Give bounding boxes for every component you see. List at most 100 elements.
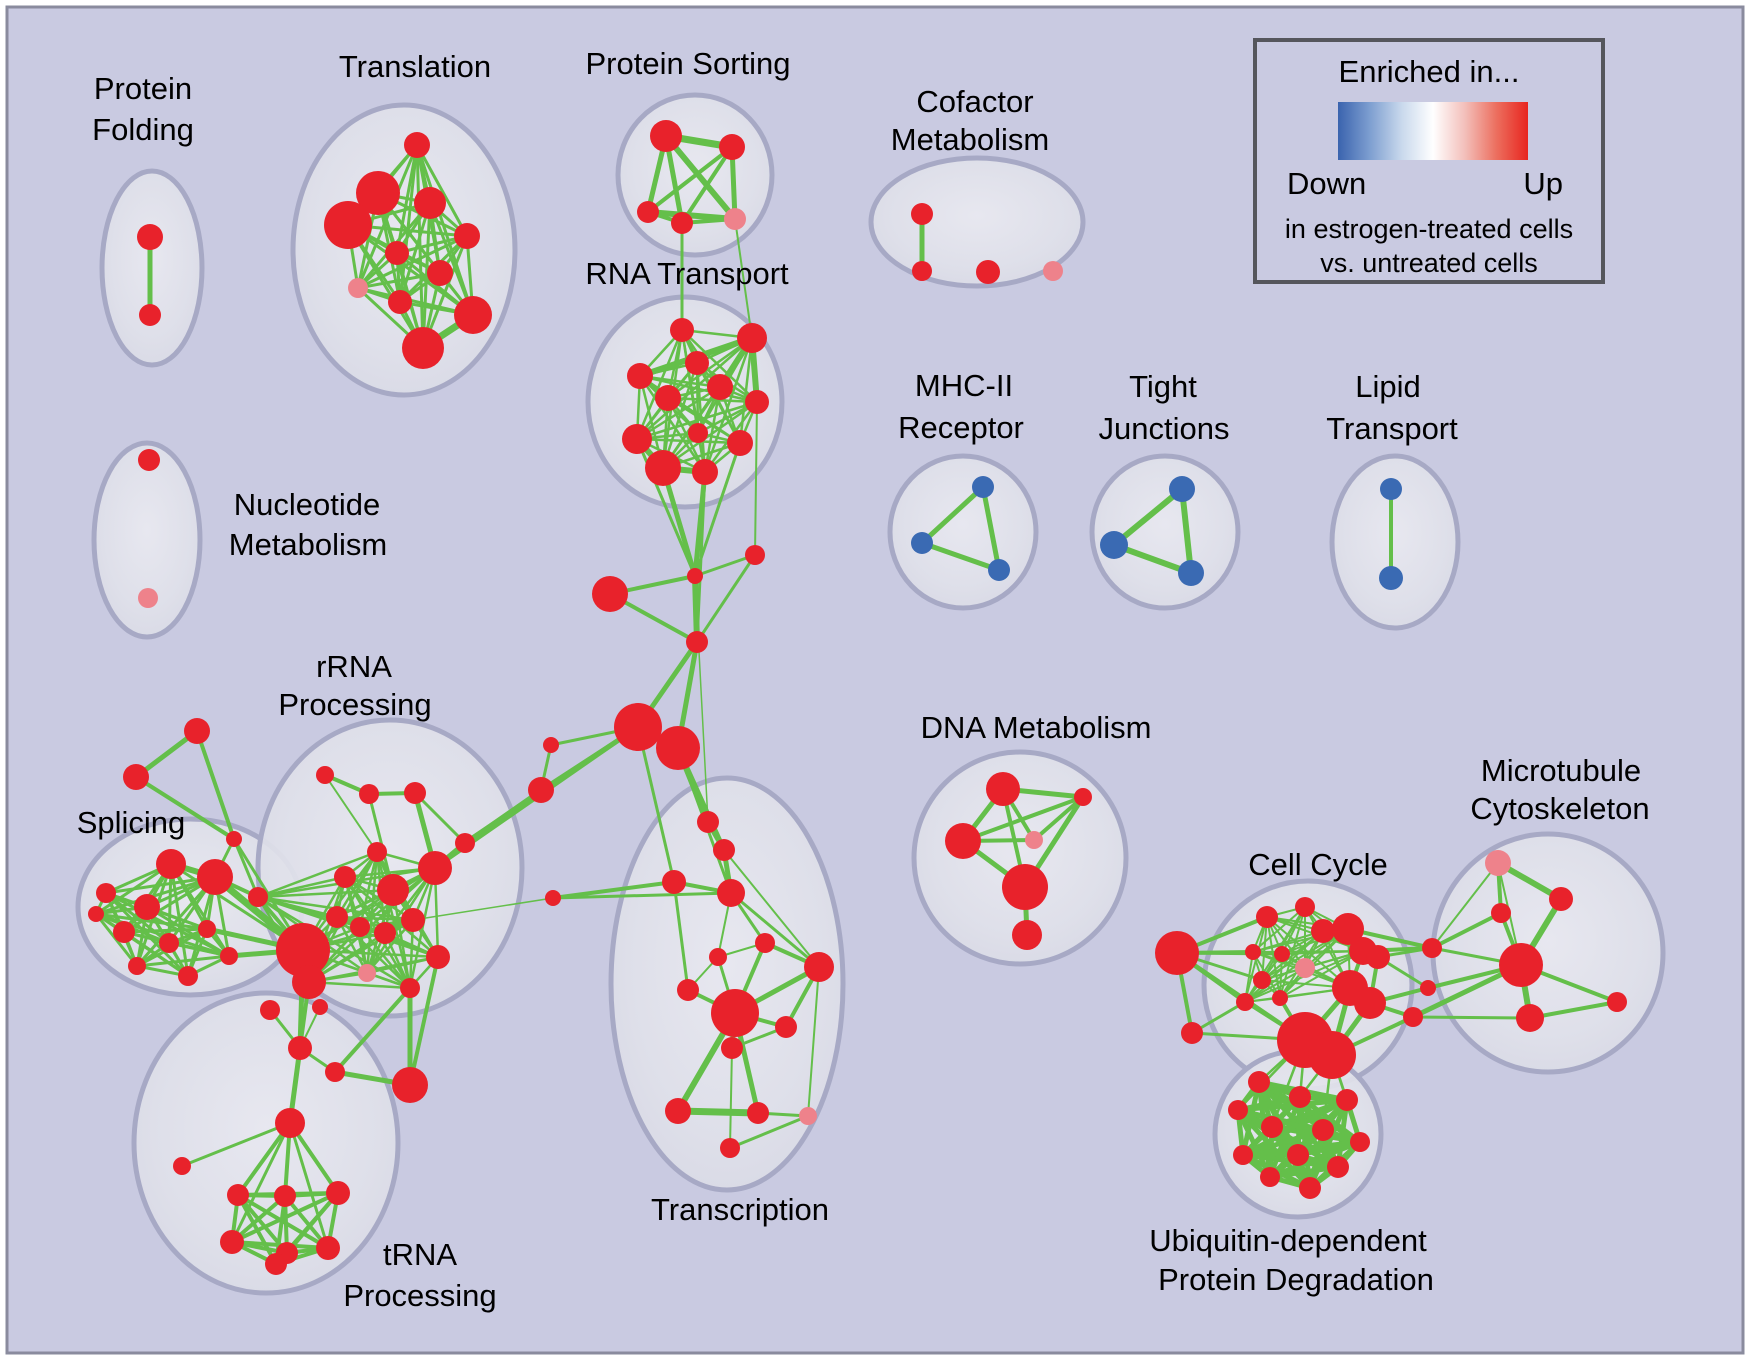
gene-set-node-tr8	[348, 278, 368, 298]
gene-set-node-dm3	[945, 823, 981, 859]
gene-set-node-sp6	[159, 933, 179, 953]
cluster-label: Transcription	[651, 1192, 829, 1227]
gene-set-node-rrc	[426, 945, 450, 969]
gene-set-node-cc5b	[1366, 945, 1390, 969]
edge	[738, 336, 754, 445]
cluster-ellipse-lipid-transport	[1329, 453, 1461, 631]
gene-set-node-rrp	[358, 964, 376, 982]
gene-set-node-n1	[697, 811, 719, 833]
gene-set-node-lp2	[1379, 566, 1403, 590]
edge	[666, 336, 754, 400]
gene-set-node-rt8	[622, 424, 652, 454]
edge	[660, 465, 698, 579]
gene-set-node-n5	[545, 890, 561, 906]
gene-set-node-mh3	[988, 559, 1010, 581]
gene-set-node-ub11	[1260, 1167, 1280, 1187]
gene-set-node-nm1	[138, 449, 160, 471]
gene-set-node-mt6	[1607, 992, 1627, 1012]
edge	[356, 271, 442, 290]
edge	[180, 1121, 292, 1168]
edge	[1240, 1127, 1326, 1158]
edge	[754, 401, 758, 556]
edge	[693, 553, 757, 578]
edge	[232, 837, 260, 899]
edge	[356, 143, 419, 290]
edge	[636, 725, 676, 884]
cluster-label: DNA Metabolism	[921, 710, 1152, 745]
gene-set-node-tn2	[312, 999, 328, 1015]
edge	[728, 1114, 810, 1150]
edge	[919, 540, 1002, 573]
gene-set-node-tr10	[454, 296, 492, 334]
edge	[666, 396, 759, 404]
cluster-label: Receptor	[898, 410, 1024, 445]
nodes-layer	[88, 120, 1627, 1275]
gene-set-node-ub6	[1312, 1119, 1334, 1141]
gene-set-node-cc6	[1245, 944, 1261, 960]
cluster-label: Protein	[94, 71, 192, 106]
edge	[695, 361, 742, 445]
edge	[635, 385, 722, 441]
gene-set-node-sp7	[198, 920, 216, 938]
edge	[919, 484, 986, 546]
edge	[324, 774, 378, 853]
legend-caption-line1: in estrogen-treated cells	[1284, 214, 1574, 244]
gene-set-node-tn1	[260, 1000, 280, 1020]
gene-set-node-c2	[687, 568, 703, 584]
gene-set-node-tr7	[427, 260, 453, 286]
gene-set-node-rr2	[359, 784, 379, 804]
edge	[1244, 967, 1306, 1003]
gene-set-node-cc11	[1272, 990, 1288, 1006]
cluster-label: Folding	[92, 112, 194, 147]
cluster-label: Metabolism	[891, 122, 1050, 157]
gene-set-node-sp3	[134, 894, 160, 920]
edge	[358, 850, 379, 929]
gene-set-node-mt2	[1549, 887, 1573, 911]
edge	[415, 143, 469, 238]
gene-set-node-dm6	[1012, 920, 1042, 950]
gene-set-node-rt12	[692, 459, 718, 485]
edge	[346, 223, 475, 317]
edge	[635, 328, 684, 441]
gene-set-node-tn6	[173, 1157, 191, 1175]
gene-set-node-nm2	[138, 588, 158, 608]
edge	[734, 218, 753, 339]
gene-set-node-sp9	[178, 966, 198, 986]
gene-set-node-ps2	[719, 134, 745, 160]
gene-set-node-cc16	[1181, 1022, 1203, 1044]
edge	[256, 895, 440, 959]
edge	[661, 361, 699, 470]
gene-set-node-n10	[711, 989, 759, 1037]
gene-set-node-sp2	[197, 859, 233, 895]
gene-set-node-tr1	[404, 132, 430, 158]
cluster-ellipse-mhc-ii-receptor	[887, 453, 1039, 611]
edge	[134, 775, 236, 841]
gene-set-node-cc10	[1253, 971, 1271, 989]
gene-set-node-tr4	[324, 201, 372, 249]
gene-set-node-rt4	[685, 351, 709, 375]
gene-set-node-sp5	[113, 921, 135, 943]
edge	[230, 1121, 292, 1244]
edge	[1528, 1000, 1619, 1020]
gene-set-node-rr3	[404, 782, 426, 804]
gene-set-node-n13	[665, 1098, 691, 1124]
gene-set-node-pf1	[137, 224, 163, 250]
gene-set-node-mt3	[1491, 903, 1511, 923]
gene-set-node-tn10	[220, 1230, 244, 1254]
legend-up-label: Up	[1523, 166, 1563, 201]
gene-set-node-dm4	[1025, 831, 1043, 849]
edge	[94, 912, 190, 978]
cluster-label: RNA Transport	[585, 256, 789, 291]
edge	[807, 966, 820, 1117]
gene-set-node-tj3	[1178, 560, 1204, 586]
legend-gradient-bar	[1338, 102, 1528, 160]
cluster-label: Splicing	[77, 805, 186, 840]
gene-set-node-rr4	[367, 842, 387, 862]
gene-set-node-rr7	[455, 833, 475, 853]
cluster-label: rRNA	[316, 649, 392, 684]
cluster-label: Lipid	[1355, 369, 1421, 404]
gene-set-node-cc4	[1332, 913, 1364, 945]
gene-set-node-tr11	[402, 327, 444, 369]
edge	[135, 954, 231, 968]
